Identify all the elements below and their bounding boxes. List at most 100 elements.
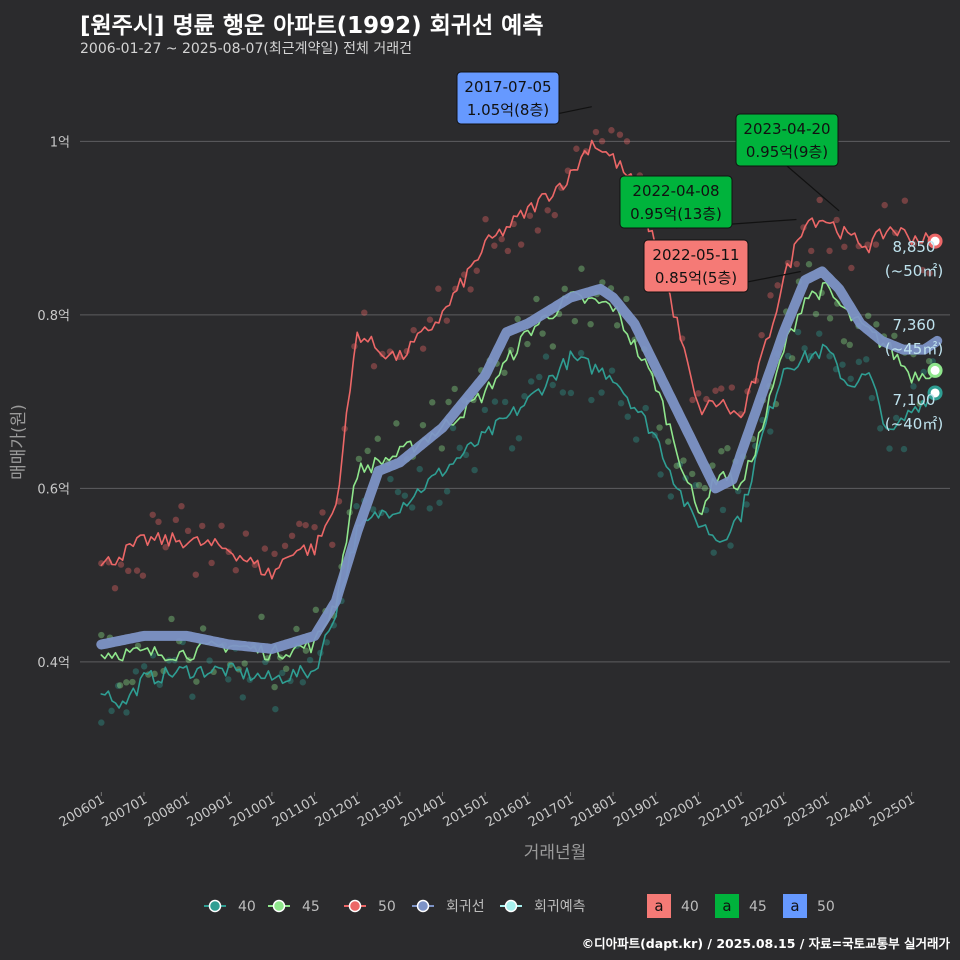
transaction-point bbox=[526, 212, 534, 219]
legend-label: 50 bbox=[378, 899, 396, 915]
transaction-point bbox=[515, 435, 523, 442]
transaction-point bbox=[98, 560, 105, 567]
grid-layer bbox=[80, 140, 950, 663]
transaction-point bbox=[864, 312, 872, 319]
legend-dot-key bbox=[348, 899, 362, 913]
transaction-point bbox=[567, 389, 575, 397]
transaction-point bbox=[467, 286, 474, 293]
transaction-point bbox=[689, 470, 696, 478]
legend-box-label: 40 bbox=[681, 899, 699, 915]
transaction-point bbox=[695, 390, 702, 397]
transaction-point bbox=[370, 363, 378, 370]
transaction-point bbox=[656, 424, 663, 431]
annotation-date: 2017-07-05 bbox=[464, 78, 551, 96]
axis-layer: 0.4억0.6억0.8억1억20060120070120080120090120… bbox=[9, 135, 918, 863]
annotation-date: 2022-04-08 bbox=[632, 182, 719, 200]
transaction-point bbox=[758, 331, 765, 339]
transaction-point bbox=[624, 413, 631, 420]
transaction-point bbox=[846, 341, 853, 349]
transaction-point bbox=[728, 384, 736, 391]
transaction-point bbox=[767, 428, 774, 435]
transaction-point bbox=[426, 316, 434, 323]
transaction-point bbox=[910, 383, 917, 390]
transaction-point bbox=[872, 241, 880, 248]
transaction-point bbox=[271, 550, 278, 558]
transaction-point bbox=[588, 396, 595, 404]
legend-label: 회귀예측 bbox=[534, 899, 586, 915]
transaction-point bbox=[302, 521, 309, 529]
transaction-point bbox=[573, 145, 580, 152]
transaction-point bbox=[98, 631, 105, 639]
transaction-point bbox=[812, 310, 820, 318]
transaction-point bbox=[881, 201, 888, 209]
transaction-point bbox=[189, 693, 196, 700]
transaction-point bbox=[108, 707, 115, 715]
transaction-point bbox=[901, 197, 909, 204]
transaction-point bbox=[816, 330, 823, 337]
chart-subtitle: 2006-01-27 ~ 2025-08-07(최근계약일) 전체 거래건 bbox=[80, 41, 412, 57]
legend-box-key bbox=[715, 894, 739, 918]
transaction-point bbox=[361, 309, 368, 316]
transaction-point bbox=[587, 320, 594, 328]
transaction-point bbox=[353, 502, 360, 510]
transaction-point bbox=[689, 396, 696, 404]
y-tick-label: 0.8억 bbox=[37, 309, 70, 324]
x-tick-label: 201601 bbox=[483, 792, 533, 830]
x-tick-label: 201901 bbox=[611, 792, 661, 830]
transaction-point bbox=[534, 227, 542, 234]
transaction-point bbox=[129, 678, 136, 686]
end-label-value: 8,850 bbox=[893, 238, 936, 256]
transaction-point bbox=[919, 266, 926, 274]
transaction-point bbox=[701, 484, 709, 492]
transaction-point bbox=[132, 668, 140, 675]
transaction-point bbox=[893, 414, 900, 422]
x-tick-label: 202101 bbox=[697, 792, 747, 830]
transaction-point bbox=[855, 358, 863, 366]
legend-box-key bbox=[647, 894, 671, 918]
end-label-value: 7,360 bbox=[893, 316, 936, 334]
transaction-point bbox=[199, 522, 206, 530]
transaction-point bbox=[561, 285, 568, 293]
transaction-point bbox=[329, 541, 336, 548]
series-line-45 bbox=[100, 281, 934, 662]
transaction-point bbox=[116, 682, 124, 689]
transaction-point bbox=[816, 196, 823, 204]
transaction-point bbox=[242, 530, 250, 537]
transaction-point bbox=[608, 127, 615, 134]
transaction-point bbox=[312, 606, 320, 614]
series-line-50 bbox=[100, 139, 934, 580]
x-tick-label: 200901 bbox=[185, 792, 235, 830]
transaction-point bbox=[408, 504, 416, 511]
transaction-point bbox=[642, 404, 649, 412]
transaction-point bbox=[443, 317, 450, 324]
transaction-point bbox=[438, 445, 446, 452]
y-tick-label: 0.4억 bbox=[37, 656, 70, 671]
legend-box-label: 50 bbox=[817, 899, 835, 915]
transaction-point bbox=[162, 544, 169, 551]
transaction-point bbox=[145, 671, 152, 678]
transaction-point bbox=[926, 269, 933, 277]
transaction-point bbox=[873, 321, 880, 328]
transaction-point bbox=[311, 523, 318, 531]
transaction-point bbox=[533, 295, 540, 303]
annotation-price: 0.95억(13층) bbox=[630, 205, 722, 223]
transaction-point bbox=[279, 669, 286, 677]
transaction-point bbox=[521, 393, 528, 400]
transaction-point bbox=[788, 355, 796, 362]
transaction-point bbox=[323, 639, 330, 646]
transaction-point bbox=[482, 215, 489, 223]
y-tick-label: 1억 bbox=[50, 135, 70, 150]
transaction-point bbox=[549, 381, 556, 389]
transaction-point bbox=[98, 719, 105, 726]
transaction-point bbox=[419, 345, 427, 352]
transaction-point bbox=[296, 520, 303, 528]
transaction-point bbox=[299, 679, 307, 686]
transaction-point bbox=[232, 567, 239, 574]
transaction-point bbox=[692, 482, 699, 489]
transaction-point bbox=[456, 444, 463, 452]
transaction-point bbox=[891, 332, 898, 339]
annotation-price: 1.05억(8층) bbox=[467, 101, 549, 119]
transaction-point bbox=[426, 505, 433, 512]
end-label-area: (~40㎡) bbox=[885, 415, 943, 433]
x-tick-label: 201301 bbox=[355, 792, 405, 830]
